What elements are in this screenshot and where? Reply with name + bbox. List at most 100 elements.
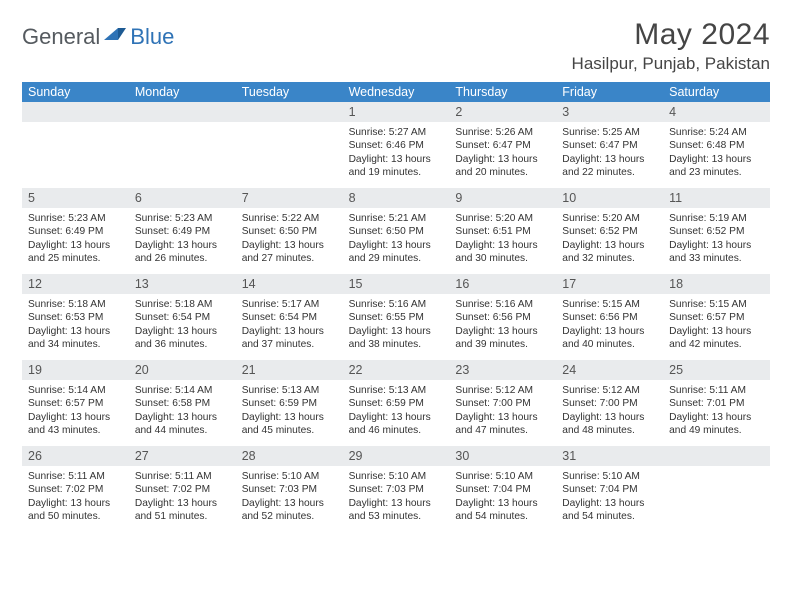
weekday-thu: Thursday: [449, 82, 556, 102]
sunset-text: Sunset: 7:00 PM: [455, 397, 550, 410]
daylight-text-2: and 50 minutes.: [28, 510, 123, 523]
sunrise-text: Sunrise: 5:10 AM: [562, 470, 657, 483]
daylight-text-1: Daylight: 13 hours: [349, 497, 444, 510]
daylight-text-1: Daylight: 13 hours: [242, 325, 337, 338]
sunset-text: Sunset: 6:52 PM: [562, 225, 657, 238]
day-number: 5: [22, 188, 129, 208]
sunrise-text: Sunrise: 5:13 AM: [349, 384, 444, 397]
daylight-text-1: Daylight: 13 hours: [669, 153, 764, 166]
day-info: Sunrise: 5:10 AMSunset: 7:03 PMDaylight:…: [236, 466, 343, 529]
sunrise-text: Sunrise: 5:23 AM: [28, 212, 123, 225]
daylight-text-1: Daylight: 13 hours: [135, 411, 230, 424]
sunset-text: Sunset: 6:51 PM: [455, 225, 550, 238]
weekday-sat: Saturday: [663, 82, 770, 102]
daylight-text-1: Daylight: 13 hours: [349, 325, 444, 338]
weekday-mon: Monday: [129, 82, 236, 102]
day-cell: 10Sunrise: 5:20 AMSunset: 6:52 PMDayligh…: [556, 188, 663, 274]
day-cell: 8Sunrise: 5:21 AMSunset: 6:50 PMDaylight…: [343, 188, 450, 274]
day-cell: [22, 102, 129, 188]
daylight-text-1: Daylight: 13 hours: [455, 411, 550, 424]
location-text: Hasilpur, Punjab, Pakistan: [572, 54, 770, 74]
daylight-text-1: Daylight: 13 hours: [135, 497, 230, 510]
day-number: 13: [129, 274, 236, 294]
sunrise-text: Sunrise: 5:20 AM: [562, 212, 657, 225]
day-number: 14: [236, 274, 343, 294]
logo-text-general: General: [22, 24, 100, 50]
day-number: 15: [343, 274, 450, 294]
sunrise-text: Sunrise: 5:12 AM: [455, 384, 550, 397]
logo-text-blue: Blue: [130, 24, 174, 50]
day-number: [129, 102, 236, 122]
sunset-text: Sunset: 6:56 PM: [455, 311, 550, 324]
day-number: 22: [343, 360, 450, 380]
day-info: Sunrise: 5:27 AMSunset: 6:46 PMDaylight:…: [343, 122, 450, 185]
daylight-text-1: Daylight: 13 hours: [349, 411, 444, 424]
day-info: Sunrise: 5:15 AMSunset: 6:57 PMDaylight:…: [663, 294, 770, 357]
day-number: 24: [556, 360, 663, 380]
sunrise-text: Sunrise: 5:10 AM: [349, 470, 444, 483]
day-cell: 9Sunrise: 5:20 AMSunset: 6:51 PMDaylight…: [449, 188, 556, 274]
sunrise-text: Sunrise: 5:10 AM: [455, 470, 550, 483]
sunset-text: Sunset: 6:47 PM: [455, 139, 550, 152]
weekday-header-row: Sunday Monday Tuesday Wednesday Thursday…: [22, 82, 770, 102]
day-cell: 20Sunrise: 5:14 AMSunset: 6:58 PMDayligh…: [129, 360, 236, 446]
day-info: Sunrise: 5:11 AMSunset: 7:01 PMDaylight:…: [663, 380, 770, 443]
day-info: Sunrise: 5:15 AMSunset: 6:56 PMDaylight:…: [556, 294, 663, 357]
daylight-text-2: and 34 minutes.: [28, 338, 123, 351]
day-cell: 27Sunrise: 5:11 AMSunset: 7:02 PMDayligh…: [129, 446, 236, 532]
sunset-text: Sunset: 6:49 PM: [28, 225, 123, 238]
day-cell: 14Sunrise: 5:17 AMSunset: 6:54 PMDayligh…: [236, 274, 343, 360]
weekday-sun: Sunday: [22, 82, 129, 102]
sunset-text: Sunset: 6:47 PM: [562, 139, 657, 152]
day-number: 27: [129, 446, 236, 466]
day-info: Sunrise: 5:18 AMSunset: 6:54 PMDaylight:…: [129, 294, 236, 357]
day-cell: 19Sunrise: 5:14 AMSunset: 6:57 PMDayligh…: [22, 360, 129, 446]
daylight-text-1: Daylight: 13 hours: [562, 411, 657, 424]
daylight-text-2: and 27 minutes.: [242, 252, 337, 265]
day-cell: [129, 102, 236, 188]
weekday-fri: Friday: [556, 82, 663, 102]
daylight-text-2: and 38 minutes.: [349, 338, 444, 351]
sunset-text: Sunset: 7:03 PM: [242, 483, 337, 496]
day-number: 3: [556, 102, 663, 122]
day-info: Sunrise: 5:20 AMSunset: 6:52 PMDaylight:…: [556, 208, 663, 271]
daylight-text-2: and 36 minutes.: [135, 338, 230, 351]
day-info: Sunrise: 5:23 AMSunset: 6:49 PMDaylight:…: [22, 208, 129, 271]
daylight-text-1: Daylight: 13 hours: [455, 153, 550, 166]
sunrise-text: Sunrise: 5:13 AM: [242, 384, 337, 397]
page-header: General Blue May 2024 Hasilpur, Punjab, …: [22, 18, 770, 74]
week-row: 5Sunrise: 5:23 AMSunset: 6:49 PMDaylight…: [22, 188, 770, 274]
daylight-text-2: and 54 minutes.: [455, 510, 550, 523]
day-number: 31: [556, 446, 663, 466]
day-info: Sunrise: 5:19 AMSunset: 6:52 PMDaylight:…: [663, 208, 770, 271]
daylight-text-1: Daylight: 13 hours: [562, 497, 657, 510]
day-cell: 28Sunrise: 5:10 AMSunset: 7:03 PMDayligh…: [236, 446, 343, 532]
day-info: Sunrise: 5:12 AMSunset: 7:00 PMDaylight:…: [449, 380, 556, 443]
sunset-text: Sunset: 7:02 PM: [28, 483, 123, 496]
day-cell: 7Sunrise: 5:22 AMSunset: 6:50 PMDaylight…: [236, 188, 343, 274]
daylight-text-2: and 32 minutes.: [562, 252, 657, 265]
daylight-text-2: and 33 minutes.: [669, 252, 764, 265]
day-cell: [236, 102, 343, 188]
day-number: 4: [663, 102, 770, 122]
day-info: Sunrise: 5:14 AMSunset: 6:57 PMDaylight:…: [22, 380, 129, 443]
day-cell: 3Sunrise: 5:25 AMSunset: 6:47 PMDaylight…: [556, 102, 663, 188]
daylight-text-2: and 46 minutes.: [349, 424, 444, 437]
sunset-text: Sunset: 7:03 PM: [349, 483, 444, 496]
sunrise-text: Sunrise: 5:18 AM: [28, 298, 123, 311]
sunrise-text: Sunrise: 5:11 AM: [135, 470, 230, 483]
sunset-text: Sunset: 6:55 PM: [349, 311, 444, 324]
sunrise-text: Sunrise: 5:24 AM: [669, 126, 764, 139]
daylight-text-2: and 29 minutes.: [349, 252, 444, 265]
day-number: 6: [129, 188, 236, 208]
daylight-text-1: Daylight: 13 hours: [242, 411, 337, 424]
title-block: May 2024 Hasilpur, Punjab, Pakistan: [572, 18, 770, 74]
day-cell: 6Sunrise: 5:23 AMSunset: 6:49 PMDaylight…: [129, 188, 236, 274]
daylight-text-2: and 40 minutes.: [562, 338, 657, 351]
sunrise-text: Sunrise: 5:14 AM: [135, 384, 230, 397]
day-info: Sunrise: 5:21 AMSunset: 6:50 PMDaylight:…: [343, 208, 450, 271]
daylight-text-1: Daylight: 13 hours: [28, 497, 123, 510]
sunrise-text: Sunrise: 5:27 AM: [349, 126, 444, 139]
sunrise-text: Sunrise: 5:21 AM: [349, 212, 444, 225]
sunset-text: Sunset: 6:48 PM: [669, 139, 764, 152]
